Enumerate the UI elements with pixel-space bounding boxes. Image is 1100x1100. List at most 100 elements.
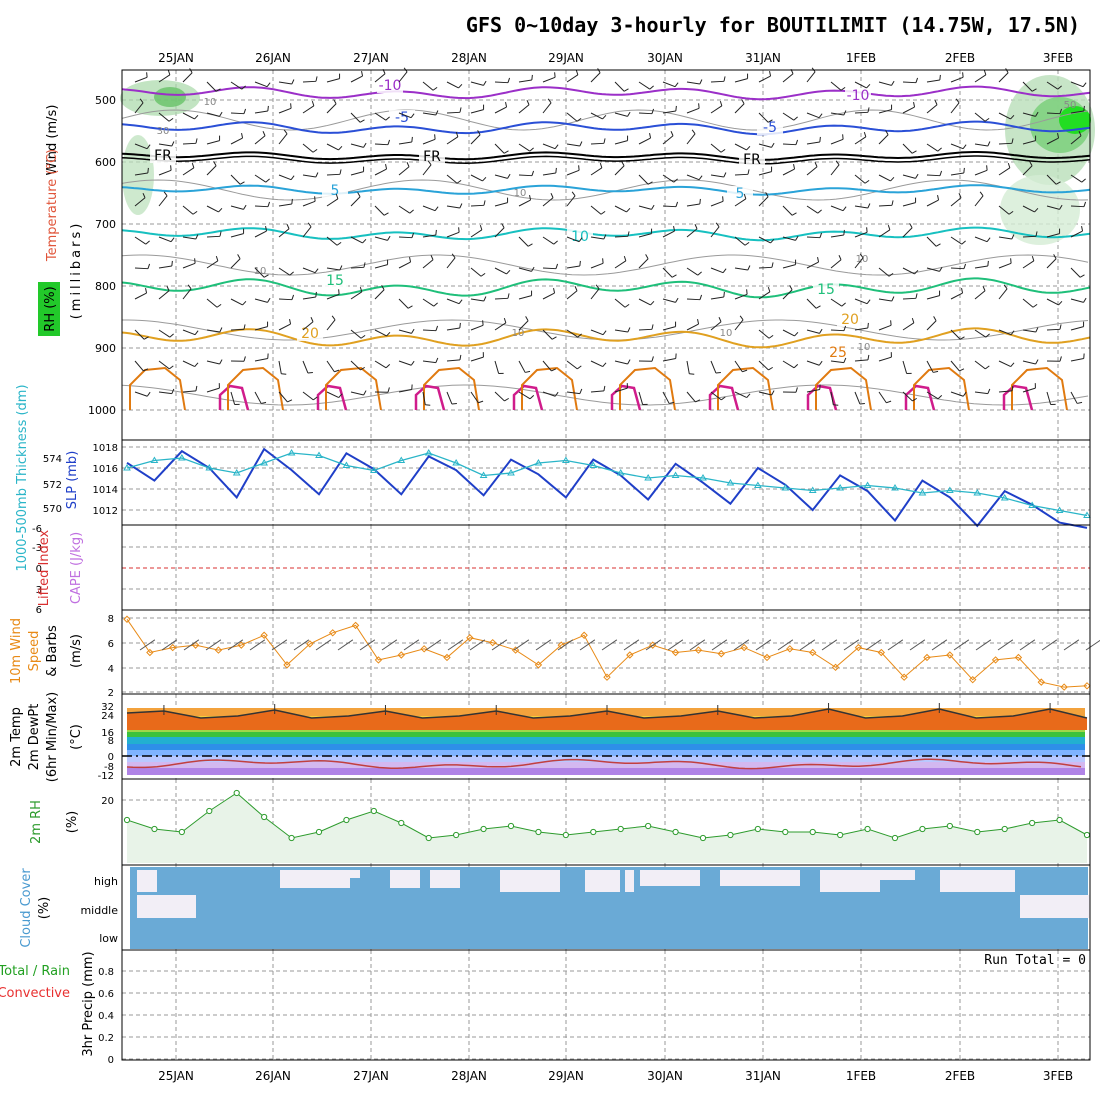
- wind-barb: [302, 296, 316, 300]
- wind-barb: [134, 391, 148, 397]
- contour-label: 15: [817, 282, 835, 298]
- wind-barb: [446, 136, 459, 145]
- wind-barb: [854, 231, 868, 238]
- cloud-gap: [137, 895, 196, 918]
- wind-barb-flag: [483, 296, 487, 302]
- wind-barb-flag: [699, 294, 703, 300]
- isotherm-20: [121, 327, 1091, 349]
- wind-barb-flag: [1031, 255, 1035, 262]
- wind-barb-flag: [170, 237, 175, 243]
- wind-barb: [686, 228, 698, 238]
- wind-barb: [206, 81, 217, 92]
- wind-barb: [422, 164, 432, 176]
- wind-barb: [782, 264, 796, 269]
- wind-barb-flag: [621, 161, 625, 166]
- slp-tick-label: 1014: [93, 485, 118, 496]
- wind-barb: [662, 391, 670, 404]
- wind-barb-flag: [814, 161, 818, 167]
- ylabel-2m-rh: 2m RH: [29, 800, 44, 844]
- wind10-barb: [1019, 639, 1036, 651]
- wind-barb-flag: [359, 119, 365, 123]
- isotherm-25: [913, 366, 970, 411]
- pressure-tick-label: 800: [95, 280, 116, 293]
- wind10-barb: [337, 639, 354, 651]
- wind-barb-flag: [571, 191, 576, 197]
- wind-barb-flag: [507, 293, 510, 299]
- wind-barb: [374, 143, 389, 146]
- wind-barb-flag: [213, 161, 217, 166]
- wind-barb: [878, 134, 889, 145]
- wind-tick-label: 6: [108, 639, 114, 650]
- wind-barb: [638, 81, 651, 90]
- wind-barb: [134, 172, 148, 176]
- wind-barb-flag: [1083, 201, 1087, 207]
- wind-barb-flag: [842, 206, 847, 212]
- thickness-marker: [397, 456, 406, 463]
- wind-barb: [518, 320, 529, 331]
- wind-barb: [830, 298, 843, 307]
- bottom-date-label: 28JAN: [451, 1069, 487, 1083]
- cloud-level-label: middle: [80, 904, 118, 917]
- wind-barb: [710, 174, 724, 178]
- wind-barb: [1022, 387, 1036, 393]
- wind-barb-flag: [555, 167, 557, 173]
- wind-speed-marker: [443, 653, 451, 662]
- wind-barb-flag: [555, 263, 559, 269]
- wind10-barb: [315, 639, 332, 651]
- wind-barb-flag: [1053, 254, 1057, 259]
- wind-barb-flag: [219, 327, 223, 333]
- wind10-barb: [183, 639, 200, 651]
- wind-barb-flag: [241, 133, 244, 139]
- wind-barb: [254, 267, 265, 278]
- wind-barb: [566, 360, 578, 370]
- wind-barb-flag: [1059, 108, 1063, 114]
- contour-label: 5: [331, 183, 340, 199]
- wind-barb: [974, 112, 986, 122]
- wind-barb-flag: [627, 111, 631, 117]
- wind-barb-flag: [243, 108, 247, 114]
- wind-barb: [926, 104, 938, 114]
- wind-barb-flag: [671, 274, 677, 278]
- wind-barb: [158, 169, 172, 176]
- wind-barb-flag: [623, 88, 629, 92]
- wind-barb: [422, 234, 436, 238]
- isotherm-30: [708, 384, 740, 411]
- wind-barb-flag: [554, 144, 559, 150]
- wind-barb-flag: [771, 390, 775, 396]
- wind-barb: [782, 168, 795, 176]
- contour-label: 25: [829, 345, 847, 361]
- rh2-marker: [288, 834, 295, 842]
- rh-legend-swatch: [38, 282, 60, 336]
- temp-band: [127, 756, 1085, 762]
- thickness-tick-label: 572: [43, 480, 62, 491]
- wind-barb: [230, 174, 241, 185]
- wind-barb-flag: [673, 226, 676, 232]
- wind-barb: [206, 165, 217, 176]
- cloud-gap: [310, 870, 360, 878]
- wind-barb: [158, 195, 168, 207]
- wind-barb-flag: [723, 172, 727, 178]
- wind-barb: [182, 205, 194, 215]
- wind-barb: [830, 81, 842, 91]
- wind-barb-flag: [793, 363, 799, 369]
- wind-tick-label: 4: [108, 664, 114, 675]
- wind-barb-flag: [691, 129, 696, 135]
- wind-barb: [470, 298, 484, 302]
- wind-barb-flag: [139, 98, 144, 104]
- cloud-level-label: high: [94, 875, 118, 888]
- wind-barb-flag: [1059, 324, 1062, 330]
- contour-label-bg: [322, 183, 348, 198]
- wind-barb-flag: [1034, 207, 1039, 213]
- wind-barb: [302, 174, 316, 178]
- wind-barb-flag: [891, 200, 894, 206]
- wind-barb-flag: [335, 193, 339, 200]
- wind-barb: [974, 169, 988, 176]
- wind10-barb: [1063, 639, 1080, 651]
- rh2-marker: [809, 828, 816, 836]
- wind-barb: [830, 164, 840, 176]
- wind-barb: [830, 138, 844, 145]
- wind-barb-flag: [263, 274, 269, 278]
- temp-band: [127, 744, 1085, 750]
- wind-barb-flag: [768, 334, 774, 339]
- wind-barb-flag: [216, 303, 222, 308]
